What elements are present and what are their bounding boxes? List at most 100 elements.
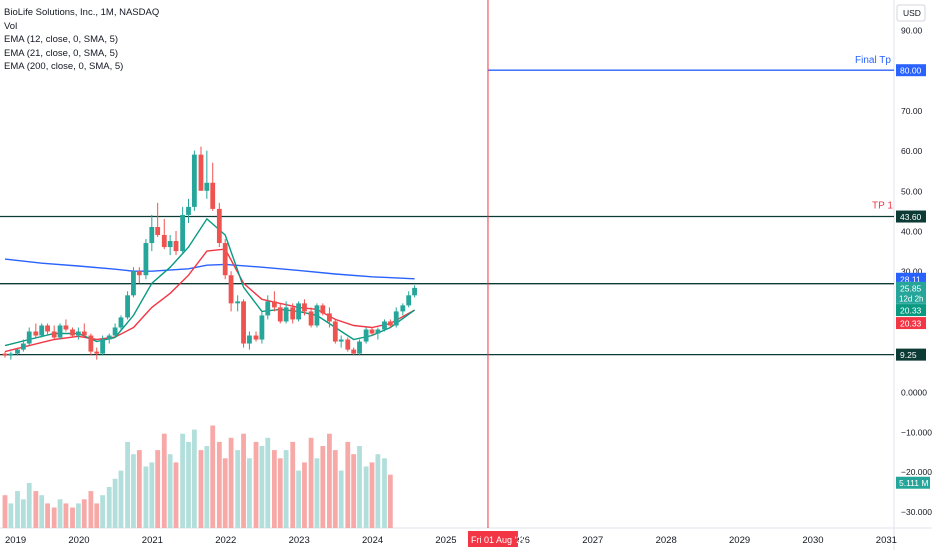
price-tag-last-text: 25.85 bbox=[900, 283, 922, 293]
ema200-label[interactable]: EMA (200, close, 0, SMA, 5) bbox=[4, 61, 124, 72]
price-tag-ema[interactable] bbox=[896, 304, 926, 317]
volume-bar bbox=[327, 433, 332, 528]
candle-body bbox=[26, 331, 32, 344]
volume-bar bbox=[387, 474, 393, 528]
volume-bar bbox=[253, 441, 259, 528]
ema12-label[interactable]: EMA (12, close, 0, SMA, 5) bbox=[4, 34, 119, 45]
volume-bar bbox=[338, 470, 344, 528]
candle-body bbox=[198, 154, 204, 191]
currency-button[interactable] bbox=[896, 4, 926, 22]
candle-body bbox=[15, 349, 20, 354]
volume-bar bbox=[265, 437, 271, 528]
time-tick-label: 2026 bbox=[509, 535, 530, 546]
time-tick-label: 2024 bbox=[362, 535, 383, 546]
candle-body bbox=[173, 241, 179, 252]
candle-body bbox=[338, 339, 344, 342]
volume-bar bbox=[228, 437, 234, 528]
candle-body bbox=[357, 341, 362, 354]
volume-bar bbox=[191, 429, 197, 528]
price-tag-ema-text: 20.33 bbox=[900, 306, 922, 316]
price-tick-label: 50.00 bbox=[901, 186, 923, 196]
time-tick-label: 2025 bbox=[435, 535, 456, 546]
time-tick-label: 2023 bbox=[289, 535, 310, 546]
time-tick-label: 2031 bbox=[876, 535, 897, 546]
volume-bar bbox=[210, 425, 216, 528]
candle-body bbox=[136, 271, 142, 276]
candle-body bbox=[33, 331, 39, 336]
candle-body bbox=[118, 317, 124, 328]
price-tag-ema-text: 28.11 bbox=[900, 274, 921, 284]
candle-body bbox=[45, 325, 50, 332]
volume-bar bbox=[125, 441, 130, 528]
candle-body bbox=[296, 303, 301, 320]
candle-body bbox=[155, 226, 161, 236]
volume-indicator-label[interactable]: Vol bbox=[4, 20, 18, 32]
volume-bar bbox=[369, 462, 375, 528]
price-tag-level[interactable] bbox=[896, 348, 926, 361]
candle-body bbox=[131, 271, 136, 296]
candle-body bbox=[332, 321, 338, 342]
candle-body bbox=[39, 325, 45, 336]
price-tag-ema[interactable] bbox=[896, 272, 926, 285]
volume-tick-label: 0.0000 bbox=[901, 388, 927, 398]
candle-body bbox=[70, 329, 75, 336]
volume-bar bbox=[149, 462, 155, 528]
candle-body bbox=[382, 321, 387, 330]
volume-bar bbox=[51, 507, 57, 528]
candle-body bbox=[210, 182, 216, 209]
date-tag[interactable] bbox=[467, 531, 518, 547]
candle-body bbox=[393, 311, 399, 326]
time-tick-label: 2029 bbox=[729, 535, 750, 546]
candle-body bbox=[314, 305, 320, 326]
price-tag-level[interactable] bbox=[896, 210, 926, 223]
price-tag-final-tp[interactable] bbox=[896, 64, 926, 77]
candle-body bbox=[283, 307, 289, 322]
time-tick-label: 2020 bbox=[68, 535, 89, 546]
volume-bar bbox=[235, 450, 241, 528]
candle-body bbox=[20, 343, 26, 350]
volume-bar bbox=[118, 470, 124, 528]
volume-bar bbox=[155, 450, 161, 528]
volume-bar bbox=[173, 462, 179, 528]
volume-bar bbox=[314, 458, 320, 528]
candle-body bbox=[94, 351, 100, 354]
candle-body bbox=[81, 331, 87, 336]
volume-bar bbox=[100, 495, 106, 528]
candle-countdown-text: 12d 2h bbox=[899, 294, 923, 303]
candle-body bbox=[125, 295, 130, 318]
price-tag-final-tp-text: 80.00 bbox=[900, 66, 922, 76]
price-tick-label: 60.00 bbox=[901, 146, 923, 156]
candle-body bbox=[76, 331, 81, 336]
volume-bar bbox=[33, 491, 39, 528]
candle-body bbox=[216, 208, 222, 244]
volume-bar bbox=[216, 441, 222, 528]
volume-bar bbox=[94, 503, 100, 528]
candle-body bbox=[412, 287, 417, 296]
volume-bar bbox=[363, 466, 369, 528]
price-tag-ema[interactable] bbox=[896, 317, 926, 330]
price-tag-level-text: 43.60 bbox=[900, 212, 922, 222]
symbol-title[interactable]: BioLife Solutions, Inc., 1M, NASDAQ bbox=[4, 7, 160, 18]
price-tick-label: 30.00 bbox=[901, 267, 923, 277]
volume-bar bbox=[2, 495, 8, 528]
volume-tick-label: −10.000 bbox=[901, 427, 932, 437]
candle-body bbox=[406, 295, 412, 306]
candle-body bbox=[290, 307, 296, 320]
volume-bar bbox=[20, 499, 26, 528]
candle-body bbox=[143, 243, 149, 276]
volume-tag[interactable] bbox=[896, 476, 930, 489]
time-tick-label: 2027 bbox=[582, 535, 603, 546]
candle-body bbox=[149, 226, 155, 244]
candle-body bbox=[302, 303, 307, 312]
ema12-line bbox=[4, 217, 416, 347]
price-tag-last[interactable] bbox=[896, 281, 926, 304]
candle-body bbox=[222, 243, 228, 276]
ema200-line bbox=[4, 258, 415, 280]
volume-bar bbox=[180, 433, 186, 528]
candle-body bbox=[387, 321, 393, 326]
candle-body bbox=[320, 305, 326, 314]
volume-bar bbox=[302, 462, 307, 528]
volume-bar bbox=[136, 450, 142, 528]
ema21-label[interactable]: EMA (21, close, 0, SMA, 5) bbox=[4, 47, 119, 59]
